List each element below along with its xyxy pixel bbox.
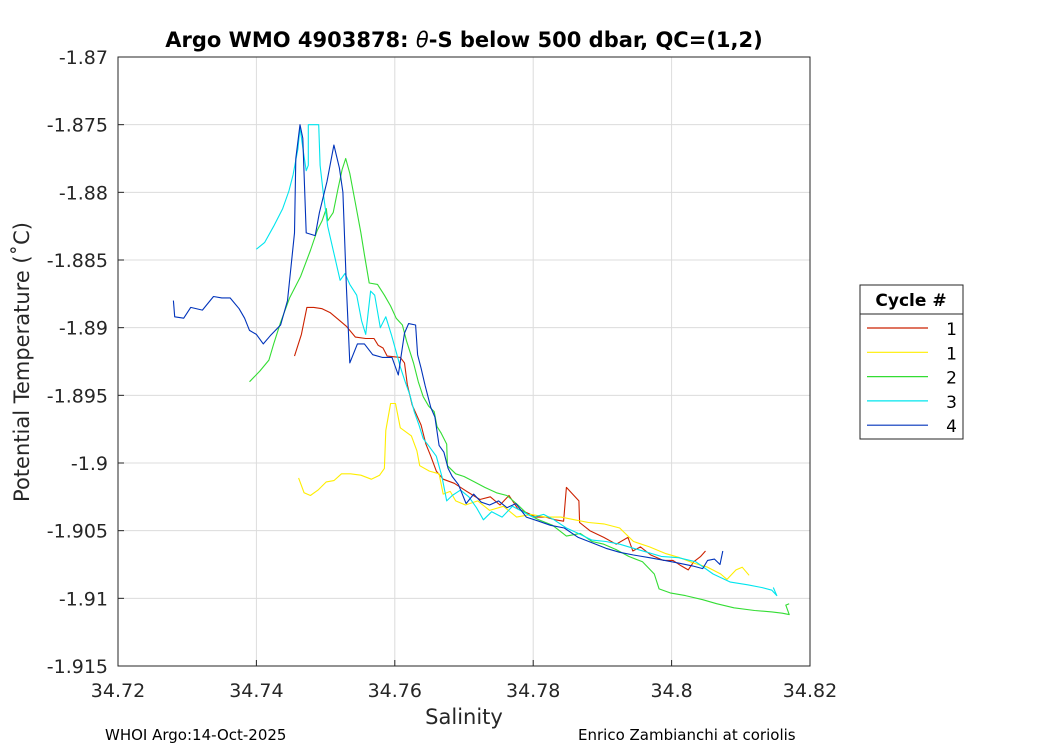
y-tick-labels: -1.87 -1.875 -1.88 -1.885 -1.89 -1.895 -1.9 -1.… xyxy=(47,47,108,678)
y-axis-label: Potential Temperature (˚C) xyxy=(10,222,34,502)
series-line-5 xyxy=(172,124,724,570)
y-tick-label: -1.875 xyxy=(47,115,108,137)
legend-label: 4 xyxy=(946,417,957,437)
x-axis-label: Salinity xyxy=(425,705,503,729)
legend-label: 1 xyxy=(946,344,957,364)
series-line-2 xyxy=(298,402,750,580)
legend-title: Cycle # xyxy=(875,291,946,311)
y-tick-label: -1.88 xyxy=(59,182,108,204)
legend: Cycle # 1 1 2 3 4 xyxy=(859,284,964,440)
legend-label: 2 xyxy=(946,369,957,389)
y-tick-label: -1.915 xyxy=(47,656,108,678)
x-tick-label: 34.74 xyxy=(229,680,283,702)
x-tick-label: 34.76 xyxy=(368,680,422,702)
legend-box xyxy=(859,284,964,440)
series-line-4 xyxy=(256,124,778,597)
x-tick-label: 34.8 xyxy=(650,680,692,702)
y-tick-label: -1.87 xyxy=(59,47,108,69)
legend-label: 3 xyxy=(946,393,957,413)
x-tick-label: 34.78 xyxy=(506,680,560,702)
series-line-3 xyxy=(249,157,790,616)
x-tick-labels: 34.72 34.74 34.76 34.78 34.8 34.82 xyxy=(91,680,837,702)
chart-title: Argo WMO 4903878: θ-S below 500 dbar, QC… xyxy=(165,28,762,52)
x-tick-label: 34.82 xyxy=(783,680,837,702)
legend-items: 1 1 2 3 4 xyxy=(867,320,957,437)
y-tick-label: -1.905 xyxy=(47,521,108,543)
x-tick-label: 34.72 xyxy=(91,680,145,702)
y-tick-label: -1.91 xyxy=(59,588,108,610)
plot-frame xyxy=(117,56,811,667)
grid-lines xyxy=(117,56,811,667)
y-tick-label: -1.9 xyxy=(71,453,108,475)
y-tick-label: -1.885 xyxy=(47,250,108,272)
footer-right: Enrico Zambianchi at coriolis xyxy=(578,726,796,744)
y-tick-label: -1.89 xyxy=(59,318,108,340)
footer-left: WHOI Argo:14-Oct-2025 xyxy=(105,726,287,744)
legend-label: 1 xyxy=(946,320,957,340)
y-tick-label: -1.895 xyxy=(47,385,108,407)
series-lines xyxy=(172,124,790,616)
